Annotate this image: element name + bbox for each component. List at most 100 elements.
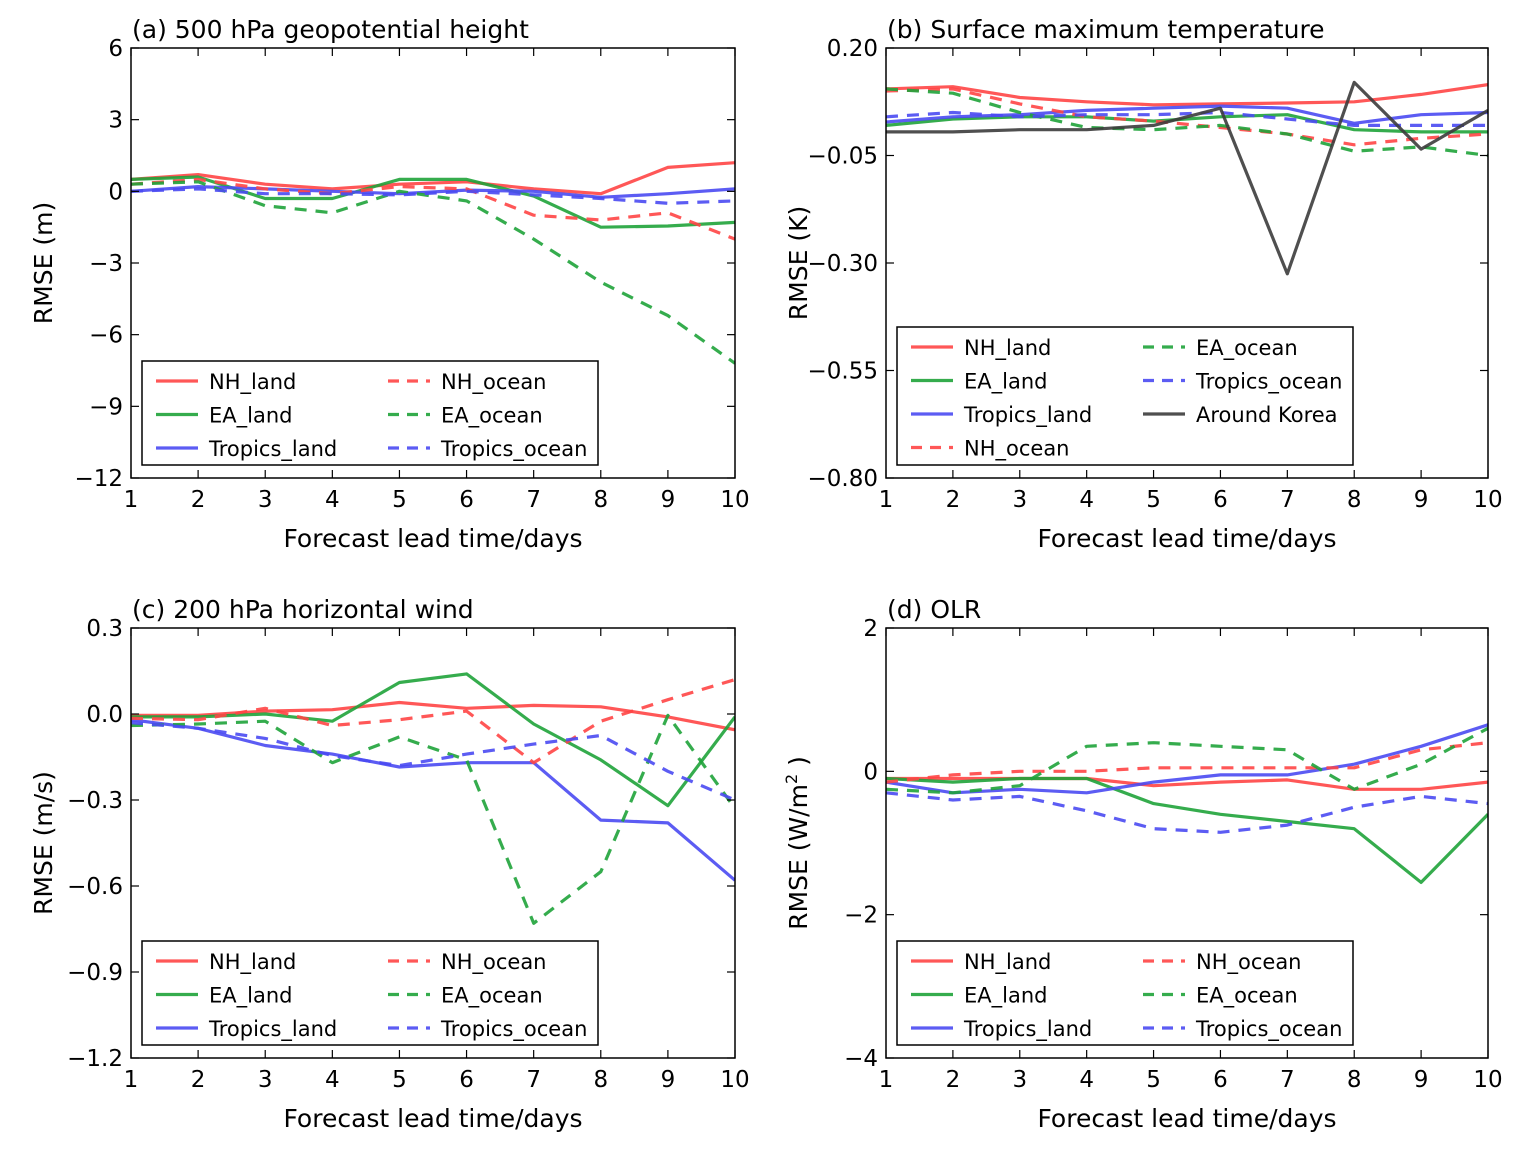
legend-label: Tropics_ocean <box>440 437 587 462</box>
y-tick-label: −0.80 <box>808 466 878 492</box>
legend-label: EA_ocean <box>1196 336 1298 361</box>
series-line-tropics_ocean <box>886 110 1488 128</box>
legend-label: Tropics_ocean <box>1195 1017 1342 1042</box>
legend-box <box>896 940 1354 1046</box>
series-line-ea_ocean <box>131 180 735 365</box>
x-tick-label: 4 <box>325 1067 340 1093</box>
x-tick-label: 5 <box>392 487 407 513</box>
series-line-tropics_ocean <box>886 791 1488 834</box>
series-line-nh_ocean <box>131 177 735 241</box>
x-tick-label: 3 <box>258 487 273 513</box>
x-tick-label: 6 <box>1213 487 1228 513</box>
x-tick-label: 10 <box>720 487 749 513</box>
x-tick-label: 3 <box>1012 487 1027 513</box>
x-tick-label: 9 <box>661 487 676 513</box>
legend-label: NH_ocean <box>441 370 547 395</box>
legend-label: NH_land <box>209 950 296 975</box>
y-axis-label: RMSE (m/s) <box>29 771 58 915</box>
y-tick-label: −0.30 <box>808 251 878 277</box>
legend-label: Tropics_land <box>208 437 337 462</box>
panel-title: (b) Surface maximum temperature <box>887 15 1325 44</box>
series-line-tropics_ocean <box>131 721 735 802</box>
legend-label: Tropics_land <box>208 1017 337 1042</box>
x-tick-label: 9 <box>661 1067 676 1093</box>
legend-label: NH_land <box>964 950 1051 975</box>
panel-c: 1 2 3 4 5 6 7 8 9 10 0.3 0.0 −0.3 −0.6 −0.9 −1.2 (c) 200… <box>29 595 750 1133</box>
y-axis-label: RMSE (m) <box>29 202 58 324</box>
series-line-ea_ocean <box>886 87 1488 158</box>
y-tick-label: 6 <box>108 36 123 62</box>
y-tick-label: −0.55 <box>808 359 878 385</box>
y-tick-label: 0.0 <box>86 702 123 728</box>
x-tick-label: 7 <box>526 487 541 513</box>
x-tick-label: 1 <box>124 1067 139 1093</box>
series-line-ea_ocean <box>886 726 1488 795</box>
x-tick-label: 7 <box>1280 487 1295 513</box>
x-tick-label: 10 <box>1473 487 1502 513</box>
y-tick-label: −0.05 <box>808 144 878 170</box>
series-group <box>886 80 1488 276</box>
y-axis-label: RMSE (W/m2 ) <box>782 756 813 930</box>
series-group <box>131 161 735 365</box>
panel-title: (d) OLR <box>887 595 981 624</box>
legend-box <box>141 360 599 466</box>
legend-label: Tropics_ocean <box>1195 370 1342 395</box>
y-tick-label: 3 <box>108 108 123 134</box>
y-tick-label: −3 <box>89 251 123 277</box>
legend: NH_land EA_land Tropics_land NH_ocean EA_oce… <box>141 360 599 466</box>
legend: NH_land EA_land Tropics_land NH_ocean EA_oce… <box>896 940 1354 1046</box>
x-tick-label: 3 <box>258 1067 273 1093</box>
series-line-ea_land <box>886 776 1488 885</box>
y-tick-label: −9 <box>89 394 123 420</box>
y-tick-label: 0 <box>863 759 878 785</box>
x-tick-label: 9 <box>1414 487 1429 513</box>
series-line-nh_land <box>131 161 735 196</box>
x-axis-label: Forecast lead time/days <box>1037 1104 1336 1133</box>
x-tick-label: 2 <box>946 1067 961 1093</box>
y-tick-label: 0.3 <box>86 616 123 642</box>
y-tick-label: −0.6 <box>67 874 123 900</box>
x-tick-label: 7 <box>1280 1067 1295 1093</box>
y-tick-label: −0.3 <box>67 788 123 814</box>
x-tick-label: 6 <box>1213 1067 1228 1093</box>
panel-title: (a) 500 hPa geopotential height <box>132 15 529 44</box>
plot-frame <box>130 627 736 1059</box>
x-tick-label: 2 <box>191 487 206 513</box>
legend: NH_land EA_land Tropics_land NH_ocean EA_oce… <box>141 940 599 1046</box>
series-line-nh_land <box>131 700 735 732</box>
series-line-nh_ocean <box>886 87 1488 147</box>
legend-box <box>896 326 1354 466</box>
y-tick-label: −0.9 <box>67 960 123 986</box>
x-tick-label: 1 <box>124 487 139 513</box>
x-tick-label: 4 <box>325 487 340 513</box>
legend-label: EA_land <box>209 404 292 429</box>
x-tick-label: 9 <box>1414 1067 1429 1093</box>
x-tick-label: 5 <box>1146 487 1161 513</box>
panel-title: (c) 200 hPa horizontal wind <box>132 595 474 624</box>
legend-box <box>141 940 599 1046</box>
x-tick-label: 8 <box>1347 487 1362 513</box>
legend-label: NH_ocean <box>441 950 547 975</box>
legend-label: EA_ocean <box>441 404 543 429</box>
y-axis-label: RMSE (K) <box>784 206 813 320</box>
legend: NH_land EA_land Tropics_land NH_ocean EA_oce… <box>896 326 1354 466</box>
series-line-around-korea <box>886 80 1488 276</box>
y-tick-label: 0.20 <box>827 36 878 62</box>
x-tick-label: 7 <box>526 1067 541 1093</box>
series-line-ea_ocean <box>131 713 735 925</box>
series-group <box>131 672 735 925</box>
legend-label: Tropics_land <box>963 1017 1092 1042</box>
y-tick-label: −12 <box>74 466 123 492</box>
x-tick-label: 2 <box>191 1067 206 1093</box>
series-line-tropics_land <box>886 104 1488 125</box>
legend-label: Tropics_land <box>963 403 1092 428</box>
x-tick-label: 4 <box>1079 1067 1094 1093</box>
y-tick-label: −6 <box>89 323 123 349</box>
x-tick-label: 4 <box>1079 487 1094 513</box>
series-line-ea_land <box>886 113 1488 134</box>
x-tick-label: 5 <box>392 1067 407 1093</box>
legend-label: Tropics_ocean <box>440 1017 587 1042</box>
x-axis-label: Forecast lead time/days <box>283 524 582 553</box>
series-line-nh_land <box>886 776 1488 791</box>
x-tick-label: 8 <box>1347 1067 1362 1093</box>
